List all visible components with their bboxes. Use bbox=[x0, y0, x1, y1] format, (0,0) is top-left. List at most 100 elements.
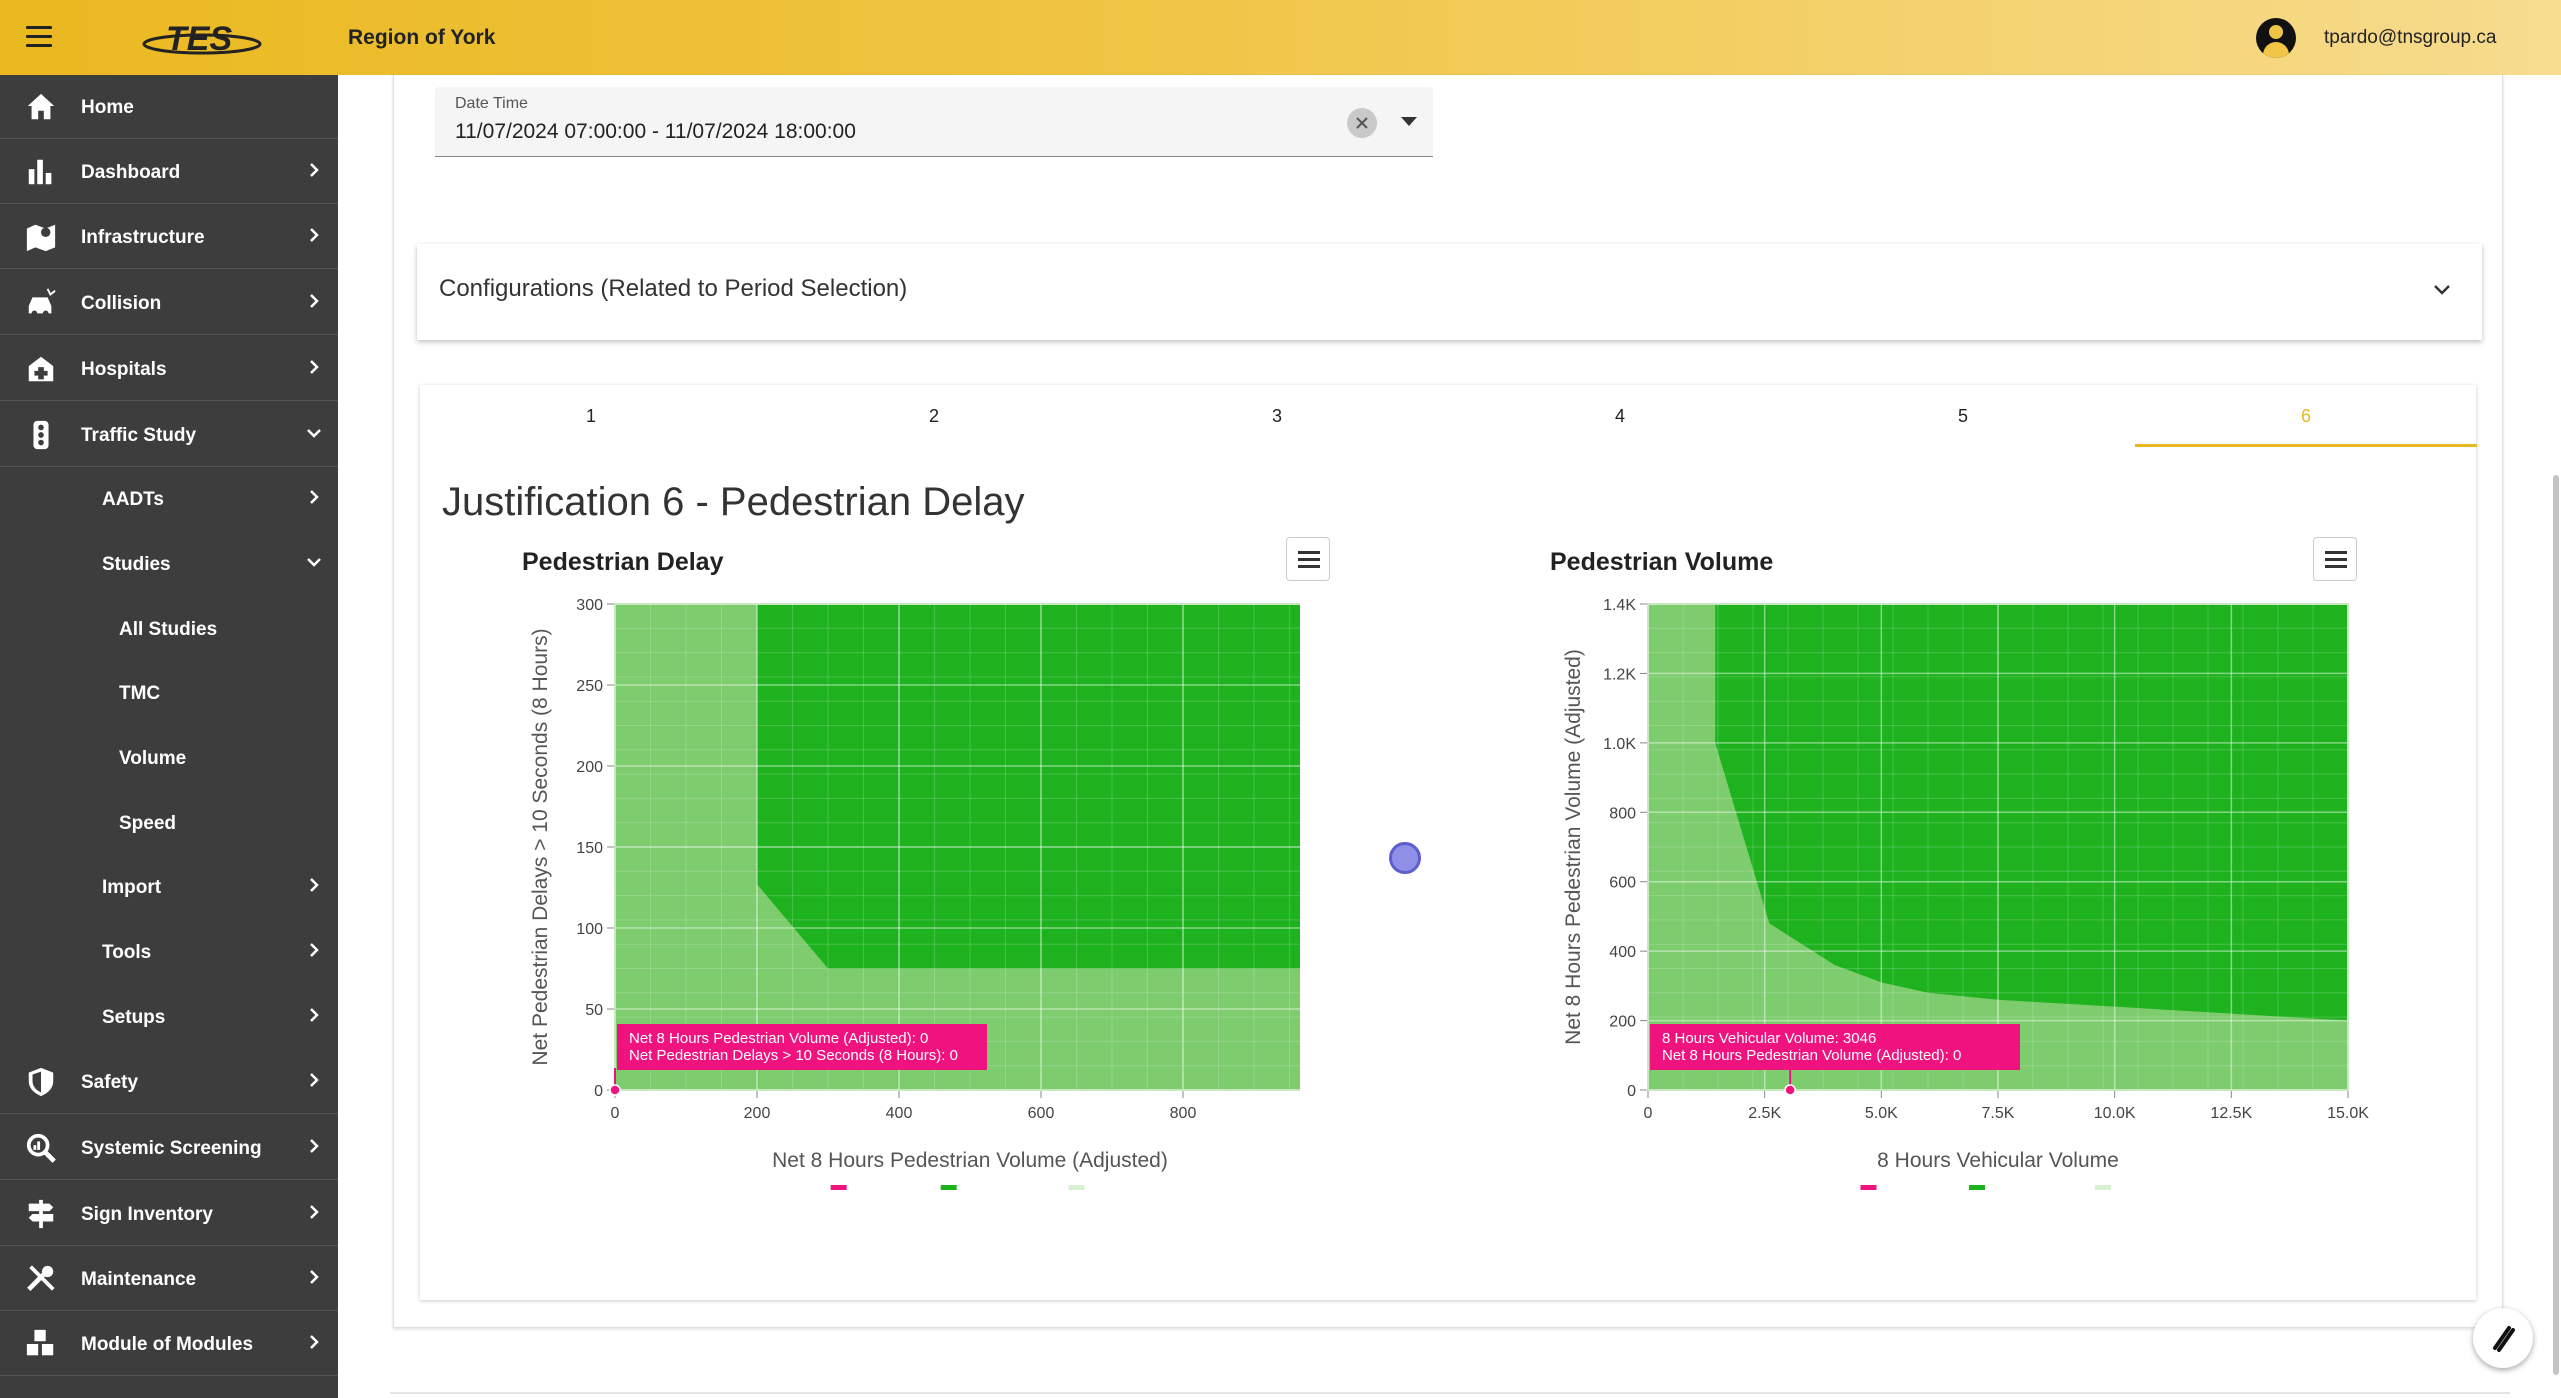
sidebar-item-label: Studies bbox=[102, 554, 171, 575]
chevron-right-icon bbox=[310, 1205, 319, 1219]
y-tick-label: 1.4K bbox=[1603, 597, 1636, 614]
sidebar-item-volume[interactable]: Volume bbox=[0, 726, 338, 790]
dropdown-arrow-icon[interactable] bbox=[1401, 117, 1417, 126]
menu-toggle-icon[interactable] bbox=[26, 26, 52, 48]
y-tick-label: 1.2K bbox=[1603, 666, 1636, 683]
sidebar-item-maintenance[interactable]: Maintenance bbox=[0, 1247, 338, 1311]
sidebar-item-collision[interactable]: Collision bbox=[0, 271, 338, 335]
chevron-right-icon bbox=[310, 294, 319, 308]
user-email[interactable]: tpardo@tnsgroup.ca bbox=[2324, 27, 2497, 48]
y-tick-label: 250 bbox=[576, 678, 603, 695]
tab-5[interactable]: 5 bbox=[1957, 406, 1968, 426]
tab-1[interactable]: 1 bbox=[585, 406, 596, 426]
tab-4[interactable]: 4 bbox=[1614, 406, 1625, 426]
sidebar: Home Dashboard Infrastructure Collision Hosp… bbox=[0, 75, 338, 1398]
date-time-input[interactable] bbox=[455, 120, 1315, 144]
chart-title-pedestrian-volume: Pedestrian Volume bbox=[1550, 548, 1774, 576]
tes-logo[interactable]: TES bbox=[140, 14, 265, 60]
x-axis-label: 8 Hours Vehicular Volume bbox=[1877, 1149, 2119, 1172]
sidebar-item-label: TMC bbox=[119, 683, 161, 704]
tab-3[interactable]: 3 bbox=[1271, 406, 1282, 426]
legend-swatch bbox=[1068, 1185, 1085, 1190]
sidebar-item-studies[interactable]: Studies bbox=[0, 532, 338, 596]
configurations-panel[interactable]: Configurations (Related to Period Select… bbox=[417, 244, 2482, 340]
clear-icon[interactable] bbox=[1347, 108, 1377, 138]
y-tick-label: 200 bbox=[576, 759, 603, 776]
chevron-right-icon bbox=[310, 878, 319, 892]
date-time-field[interactable]: Date Time bbox=[435, 87, 1433, 157]
plot-border bbox=[614, 603, 1300, 1091]
x-axis-label: Net 8 Hours Pedestrian Volume (Adjusted) bbox=[772, 1149, 1168, 1172]
y-tick-label: 0 bbox=[594, 1083, 603, 1100]
sidebar-item-label: Home bbox=[81, 97, 134, 118]
y-axis-label: Net Pedestrian Delays > 10 Seconds (8 Ho… bbox=[529, 628, 552, 1065]
sidebar-item-setups[interactable]: Setups bbox=[0, 985, 338, 1049]
sidebar-item-speed[interactable]: Speed bbox=[0, 791, 338, 855]
sidebar-item-label: Sign Inventory bbox=[81, 1204, 213, 1225]
page-scrollbar[interactable] bbox=[2553, 475, 2559, 1375]
date-time-label: Date Time bbox=[455, 95, 528, 112]
sidebar-item-sign-inventory[interactable]: Sign Inventory bbox=[0, 1182, 338, 1246]
sidebar-item-hospitals[interactable]: Hospitals bbox=[0, 337, 338, 401]
y-tick-label: 300 bbox=[576, 597, 603, 614]
tooltip-text: Net 8 Hours Pedestrian Volume (Adjusted)… bbox=[629, 1030, 928, 1047]
sidebar-item-label: Infrastructure bbox=[81, 227, 205, 248]
y-tick-label: 150 bbox=[576, 840, 603, 857]
sidebar-item-label: All Studies bbox=[119, 619, 218, 640]
help-fab-button[interactable] bbox=[2473, 1308, 2533, 1368]
chart-menu-button[interactable] bbox=[2313, 537, 2357, 581]
sidebar-item-all-studies[interactable]: All Studies bbox=[0, 597, 338, 661]
y-tick-label: 1.0K bbox=[1603, 736, 1636, 753]
legend-swatch bbox=[1969, 1185, 1985, 1190]
sidebar-item-aadts[interactable]: AADTs bbox=[0, 467, 338, 531]
user-avatar-icon[interactable] bbox=[2256, 18, 2296, 58]
legend-swatch bbox=[830, 1185, 847, 1190]
sidebar-item-import[interactable]: Import bbox=[0, 855, 338, 919]
sidebar-item-label: Import bbox=[102, 877, 162, 898]
sidebar-item-tools[interactable]: Tools bbox=[0, 920, 338, 984]
y-tick-label: 0 bbox=[1627, 1083, 1636, 1100]
chevron-right-icon bbox=[310, 1270, 319, 1284]
chart-title-pedestrian-delay: Pedestrian Delay bbox=[522, 548, 724, 576]
signpost-icon bbox=[28, 1199, 54, 1229]
sidebar-item-tmc[interactable]: TMC bbox=[0, 661, 338, 725]
chevron-down-icon[interactable] bbox=[2430, 278, 2454, 302]
sidebar-item-traffic-study[interactable]: Traffic Study bbox=[0, 403, 338, 467]
sidebar-item-safety[interactable]: Safety bbox=[0, 1050, 338, 1114]
sidebar-item-label: AADTs bbox=[102, 489, 164, 510]
bar-chart-icon bbox=[28, 159, 52, 185]
sidebar-item-home[interactable]: Home bbox=[0, 75, 338, 139]
configurations-label: Configurations (Related to Period Select… bbox=[439, 275, 908, 302]
sidebar-item-label: Safety bbox=[81, 1072, 139, 1093]
chevron-right-icon bbox=[310, 1335, 319, 1349]
sidebar-item-label: Traffic Study bbox=[81, 425, 197, 446]
tab-2[interactable]: 2 bbox=[928, 406, 939, 426]
sidebar-item-dashboard[interactable]: Dashboard bbox=[0, 140, 338, 204]
sidebar-item-infrastructure[interactable]: Infrastructure bbox=[0, 205, 338, 269]
sidebar-item-label: Volume bbox=[119, 748, 187, 769]
x-tick-label: 400 bbox=[886, 1105, 913, 1122]
x-tick-label: 10.0K bbox=[2094, 1105, 2136, 1122]
section-title: Justification 6 - Pedestrian Delay bbox=[442, 480, 1025, 524]
x-tick-label: 2.5K bbox=[1748, 1105, 1781, 1122]
legend-swatch bbox=[940, 1185, 957, 1190]
justification-tabs-card: Justification 6 - Pedestrian Delay Pedes… bbox=[420, 385, 2477, 1300]
sidebar-item-systemic-screening[interactable]: Systemic Screening bbox=[0, 1116, 338, 1180]
x-tick-label: 0 bbox=[611, 1105, 620, 1122]
x-tick-label: 0 bbox=[1644, 1105, 1653, 1122]
y-tick-label: 400 bbox=[1609, 944, 1636, 961]
chart-menu-button[interactable] bbox=[1286, 537, 1330, 581]
x-tick-label: 600 bbox=[1028, 1105, 1055, 1122]
sidebar-item-label: Setups bbox=[102, 1007, 166, 1028]
x-tick-label: 15.0K bbox=[2327, 1105, 2369, 1122]
tab-6[interactable]: 6 bbox=[2135, 385, 2477, 447]
sidebar-item-module-of-modules[interactable]: Module of Modules bbox=[0, 1312, 338, 1376]
selected-tooltip bbox=[617, 1024, 987, 1070]
car-crash-icon bbox=[28, 288, 56, 317]
map-icon bbox=[26, 224, 56, 252]
sidebar-item-label: Systemic Screening bbox=[81, 1138, 262, 1159]
home-icon bbox=[27, 93, 55, 120]
pedestrian-volume-chart: 0 2.5K 5.0K 7.5K 10.0K 12.5K 15.0K 0 200 400 600 80… bbox=[1562, 597, 2369, 1190]
legend-swatch bbox=[2095, 1185, 2111, 1190]
